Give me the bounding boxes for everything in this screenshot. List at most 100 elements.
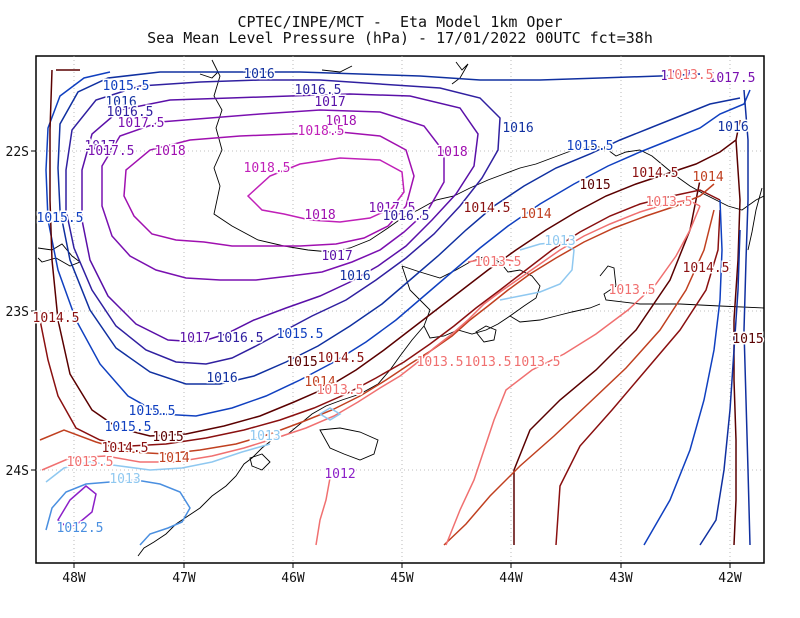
contour-label-1017: 1017 (660, 69, 691, 84)
contour-label-1014: 1014 (692, 170, 723, 185)
contour-label-1015: 1015 (286, 355, 317, 370)
contour-label-1013: 1013 (544, 234, 575, 249)
y-tick-label: 23S (6, 305, 29, 320)
contour-label-1013-5: 1013.5 (67, 455, 114, 470)
coastline-main (475, 325, 497, 343)
contour-label-1017: 1017 (84, 139, 115, 154)
contour-label-1016: 1016 (339, 269, 370, 284)
isobar-1016-5 (65, 79, 501, 365)
contour-label-1018: 1018 (436, 145, 467, 160)
isobar-1012-5 (45, 479, 191, 546)
isobar-1018-5 (246, 157, 405, 223)
contour-label-1015-5: 1015.5 (129, 404, 176, 419)
y-tick-label: 22S (6, 145, 29, 160)
contour-label-1017: 1017 (314, 95, 345, 110)
contour-label-1015-5: 1015.5 (277, 327, 324, 342)
isobar-1017-5 (101, 109, 445, 281)
chart-title-line2: Sea Mean Level Pressure (hPa) - 17/01/20… (147, 29, 653, 47)
contour-label-1015-5: 1015.5 (37, 211, 84, 226)
contour-label-1017: 1017 (179, 331, 210, 346)
x-tick-label: 46W (281, 571, 305, 586)
contour-label-1018-5: 1018.5 (298, 124, 345, 139)
contour-label-1012-5: 1012.5 (57, 521, 104, 536)
contour-label-1018: 1018 (154, 144, 185, 159)
isobar-1012 (57, 485, 97, 529)
coastline-main (639, 149, 765, 211)
contour-label-1018: 1018 (304, 208, 335, 223)
coastline-main (451, 61, 469, 85)
isobar-1015-5 (45, 71, 751, 417)
contour-label-1015: 1015 (732, 332, 763, 347)
x-tick-label: 47W (172, 571, 196, 586)
coastline-main (401, 265, 511, 339)
contour-label-1015-5: 1015.5 (567, 139, 614, 154)
contour-label-1013: 1013 (249, 429, 280, 444)
contour-label-1013-5: 1013.5 (475, 255, 522, 270)
coastline-main (599, 265, 765, 309)
contour-label-1015: 1015 (152, 430, 183, 445)
contour-label-1015-5: 1015.5 (103, 79, 150, 94)
x-tick-label: 48W (62, 571, 86, 586)
contour-label-1013-5: 1013.5 (667, 68, 714, 83)
coastline-main (211, 59, 641, 253)
isobar-1015 (49, 69, 741, 546)
contour-label-1013: 1013 (109, 472, 140, 487)
contour-label-1014: 1014 (520, 207, 551, 222)
coastline (37, 59, 765, 557)
contour-label-1018-5: 1018.5 (244, 161, 291, 176)
contour-label-1013-5: 1013.5 (646, 195, 693, 210)
isobar-1014-5 (39, 189, 721, 546)
contour-label-1014-5: 1014.5 (102, 441, 149, 456)
isobar-1016-east (743, 89, 751, 546)
contour-label-1016-5: 1016.5 (107, 105, 154, 120)
map-frame (35, 55, 765, 564)
contour-label-1014-5: 1014.5 (33, 311, 80, 326)
contour-label-1017-5: 1017.5 (88, 144, 135, 159)
contour-label-1016-5: 1016.5 (383, 209, 430, 224)
contour-label-1017-5: 1017.5 (369, 201, 416, 216)
contour-label-1014-5: 1014.5 (318, 351, 365, 366)
contour-label-1013-5: 1013.5 (465, 355, 512, 370)
contour-label-1013-5: 1013.5 (317, 383, 364, 398)
contour-label-1012: 1012 (324, 467, 355, 482)
contour-label-1014-5: 1014.5 (632, 166, 679, 181)
isobars (39, 69, 751, 546)
x-tick-label: 43W (609, 571, 633, 586)
isobar-1013-5 (41, 199, 701, 546)
isobar-1014 (39, 183, 715, 546)
coastline-main (321, 65, 353, 73)
contour-label-1016: 1016 (206, 371, 237, 386)
coastline-main (249, 453, 271, 471)
contour-label-1016-5: 1016.5 (295, 83, 342, 98)
x-axis-labels: 48W 47W 46W 45W 44W 43W 42W (62, 571, 742, 586)
chart-title-line1: CPTEC/INPE/MCT - Eta Model 1km Oper (237, 13, 563, 31)
graticule (36, 56, 764, 563)
contour-label-1016-5: 1016.5 (217, 331, 264, 346)
contour-label-1013-5: 1013.5 (417, 355, 464, 370)
isobar-1013 (45, 241, 575, 483)
isobar-1017 (81, 93, 479, 343)
y-axis-labels: 22S 23S 24S (6, 145, 29, 479)
contour-label-1018: 1018 (325, 114, 356, 129)
isobar-1015-5-east (643, 199, 723, 546)
contour-label-1014: 1014 (158, 451, 189, 466)
isobar-1018 (123, 131, 415, 247)
coastline-main (747, 187, 763, 251)
coastline-main (401, 255, 601, 323)
isobar-1016-east-2 (699, 229, 741, 546)
contour-label-1016: 1016 (502, 121, 533, 136)
contour-label-1015: 1015 (579, 178, 610, 193)
x-tick-label: 42W (718, 571, 742, 586)
contour-label-1016: 1016 (105, 95, 136, 110)
tick-marks (31, 150, 731, 568)
contour-label-1014-5: 1014.5 (683, 261, 730, 276)
x-tick-label: 44W (499, 571, 523, 586)
x-tick-label: 45W (390, 571, 414, 586)
contour-label-1017: 1017 (321, 249, 352, 264)
contour-label-1017-5: 1017.5 (118, 116, 165, 131)
contour-label-1014-5: 1014.5 (464, 201, 511, 216)
contour-label-1016: 1016 (717, 120, 748, 135)
contour-label-1013-5: 1013.5 (609, 283, 656, 298)
